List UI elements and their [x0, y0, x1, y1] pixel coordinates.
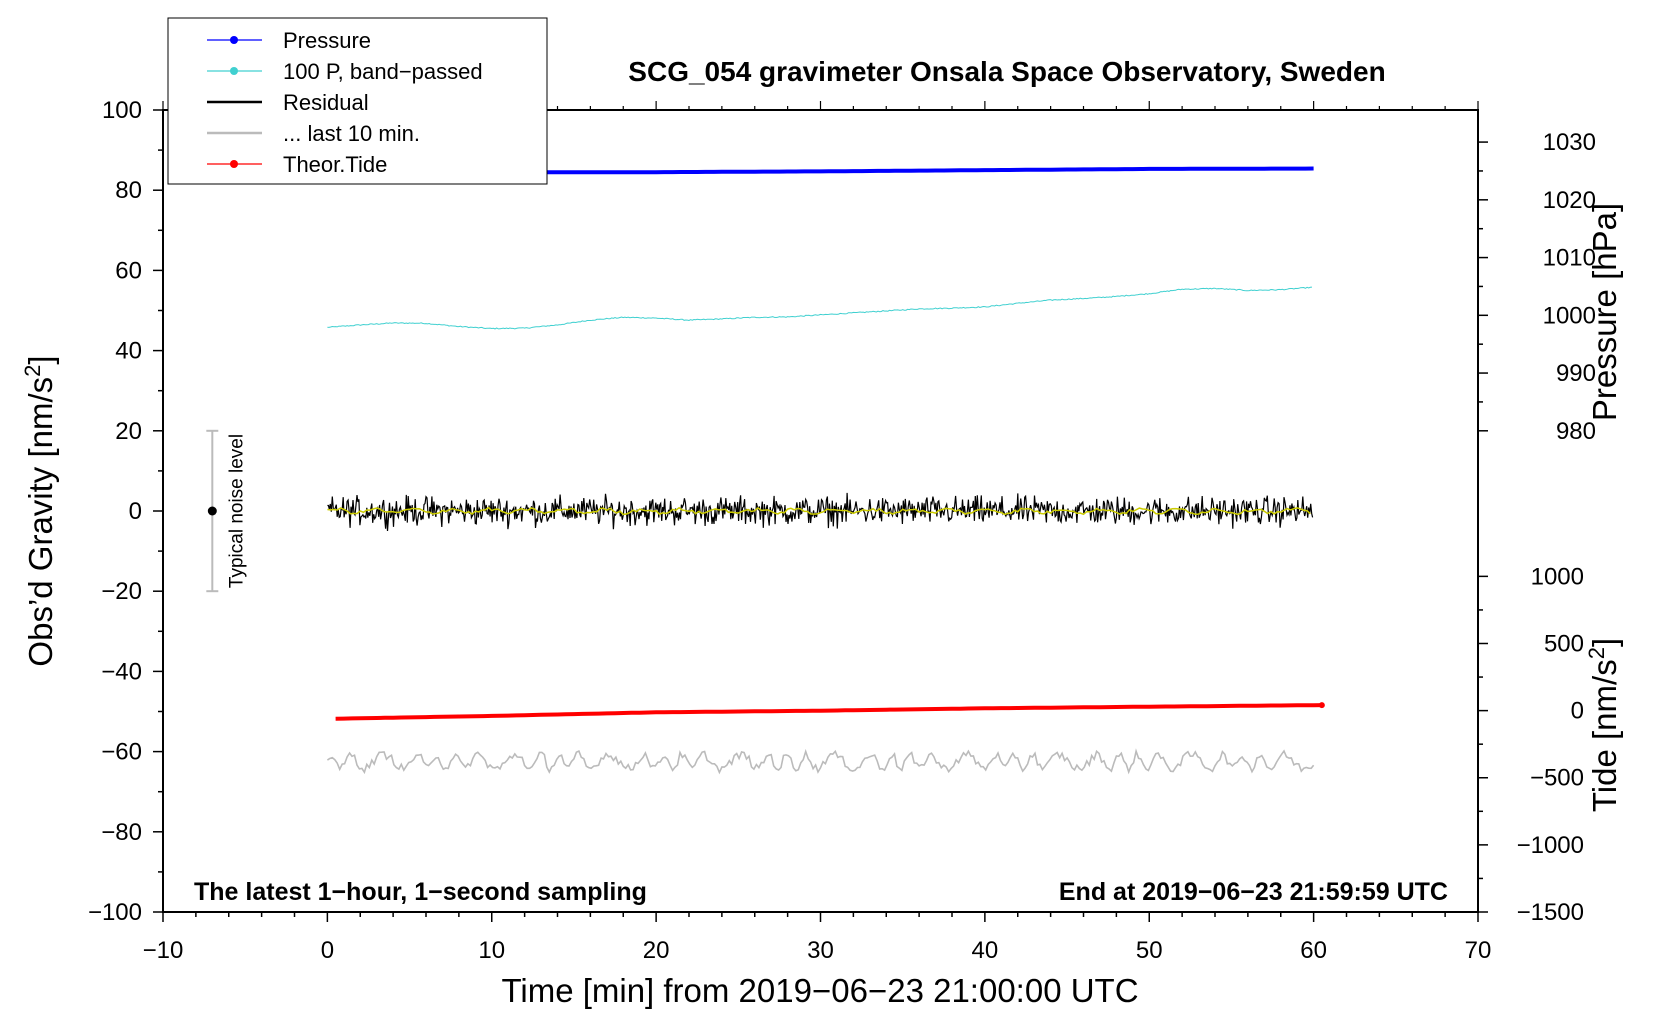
y-tick-label: 80	[115, 177, 142, 204]
y-tick-label: −80	[101, 819, 142, 846]
x-tick-label: 40	[972, 937, 999, 964]
chart-title: SCG_054 gravimeter Onsala Space Observat…	[628, 56, 1385, 87]
tide-tick-label: 500	[1544, 630, 1584, 657]
y-axis-tide-title-text: Tide [nm/s	[1586, 659, 1623, 812]
y-tick-label: 40	[115, 338, 142, 365]
noise-indicator: Typical noise level	[206, 429, 247, 593]
y-axis-pressure-title: Pressure [hPa]	[1586, 203, 1623, 421]
note-end-time: End at 2019−06−23 21:59:59 UTC	[1059, 878, 1448, 906]
pressure-tick-label: 1000	[1543, 302, 1596, 329]
legend-swatch-marker	[230, 36, 238, 44]
y-axis-left-title-close: ]	[22, 355, 59, 364]
y-tick-label: 0	[129, 498, 142, 525]
x-axis: −10 0 10 20 30 40 50 60 70	[143, 101, 1492, 964]
pressure-tick-label: 1020	[1543, 187, 1596, 214]
x-tick-label: 70	[1465, 937, 1492, 964]
y-axis-tide-title-sup: 2	[1584, 647, 1609, 659]
x-tick-label: 50	[1136, 937, 1163, 964]
tide-tick-label: 1000	[1531, 563, 1584, 590]
legend-label: ... last 10 min.	[283, 121, 420, 146]
series-theor-tide-line	[335, 703, 1322, 721]
series-last-10-min-line	[326, 748, 1315, 775]
y-axis-tide-title-close: ]	[1586, 638, 1623, 647]
y-axis-left-title-text: Obs’d Gravity [nm/s	[22, 377, 59, 667]
legend: Pressure 100 P, band−passed Residual ... la…	[167, 17, 548, 185]
legend-label: Residual	[283, 90, 369, 115]
y-axis-left-title-sup: 2	[20, 365, 45, 377]
pressure-tick-label: 1010	[1543, 245, 1596, 272]
y-tick-label: −100	[88, 899, 142, 926]
series-theor-tide-end-point	[1318, 702, 1325, 709]
x-tick-label: 20	[643, 937, 670, 964]
series-residual-smoothed-line	[327, 506, 1311, 516]
y-tick-label: −40	[101, 658, 142, 685]
y-axis-tide-title: Tide [nm/s2]	[1584, 638, 1623, 812]
legend-swatch-marker	[230, 160, 238, 168]
series-band-passed-line	[327, 286, 1313, 330]
x-tick-label: −10	[143, 937, 184, 964]
y-tick-label: 20	[115, 418, 142, 445]
x-tick-label: 10	[478, 937, 505, 964]
pressure-tick-label: 990	[1556, 360, 1596, 387]
noise-center-dot	[207, 506, 217, 516]
legend-label: Theor.Tide	[283, 152, 387, 177]
y-axis-left-title: Obs’d Gravity [nm/s2]	[20, 355, 59, 666]
pressure-tick-label: 980	[1556, 418, 1596, 445]
x-tick-label: 0	[321, 937, 334, 964]
x-tick-label: 60	[1300, 937, 1327, 964]
y-axis-right: 1030 1020 1010 1000 990 980 1000 500 0 −500 −1000 −…	[1478, 129, 1596, 926]
legend-label: Pressure	[283, 28, 371, 53]
tide-tick-label: 0	[1571, 698, 1584, 725]
y-axis-left: 100 80 60 40 20 0 −20 −40 −60 −80 −100	[88, 97, 163, 926]
tide-tick-label: −500	[1530, 765, 1584, 792]
noise-label: Typical noise level	[226, 434, 247, 588]
tide-tick-label: −1500	[1517, 899, 1584, 926]
legend-swatch-marker	[230, 67, 238, 75]
y-tick-label: −20	[101, 578, 142, 605]
x-tick-label: 30	[807, 937, 834, 964]
legend-label: 100 P, band−passed	[283, 59, 483, 84]
x-axis-title: Time [min] from 2019−06−23 21:00:00 UTC	[501, 972, 1138, 1009]
y-tick-label: −60	[101, 739, 142, 766]
note-latest-hour: The latest 1−hour, 1−second sampling	[194, 878, 647, 906]
y-tick-label: 100	[102, 97, 142, 124]
y-tick-label: 60	[115, 257, 142, 284]
pressure-tick-label: 1030	[1543, 129, 1596, 156]
tide-tick-label: −1000	[1517, 832, 1584, 859]
